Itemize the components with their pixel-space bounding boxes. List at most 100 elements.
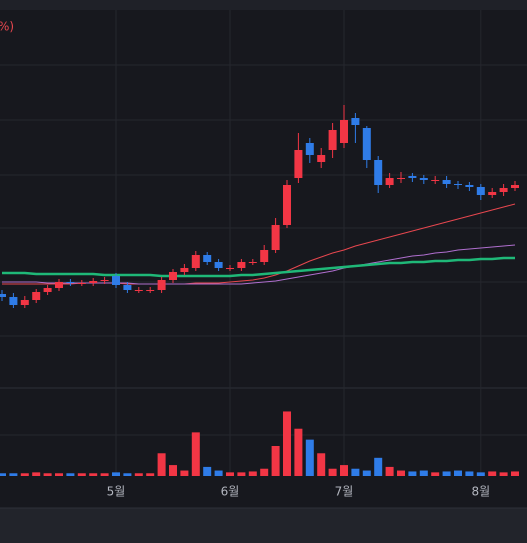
top-bar [0, 0, 527, 10]
volume-bar [9, 473, 18, 476]
volume-bar [488, 471, 497, 476]
candle-body [340, 120, 348, 143]
bottom-bar [0, 508, 527, 543]
candle-body [260, 250, 269, 262]
candle-body [294, 150, 303, 178]
candle-body [385, 178, 394, 185]
candle-body [203, 255, 212, 262]
volume-bar [465, 471, 474, 476]
candle-body [283, 185, 291, 225]
candle-body [442, 180, 451, 184]
candle-body [55, 282, 63, 288]
candle-body [146, 290, 155, 291]
candle-body [66, 282, 75, 283]
volume-bar [134, 473, 143, 476]
candle-body [499, 188, 508, 192]
volume-bar [180, 470, 189, 476]
candle-body [271, 225, 280, 250]
volume-bar [454, 470, 462, 476]
candle-body [362, 128, 371, 160]
candle-body [397, 178, 405, 179]
volume-bar [511, 471, 519, 476]
x-axis: 5월 6월 7월 8월 [107, 485, 490, 499]
candle-body [511, 185, 519, 188]
volume-bar [408, 471, 417, 476]
candle-body [157, 280, 166, 290]
vgrid [115, 10, 482, 476]
volume-bar [499, 472, 508, 476]
volume-pane [0, 411, 519, 476]
volume-bar [226, 472, 234, 476]
volume-bar [0, 473, 6, 476]
volume-bar [66, 473, 75, 476]
volume-bar [55, 473, 63, 476]
candle-body [214, 262, 223, 268]
candle-body [89, 281, 98, 283]
candle-body [134, 290, 143, 291]
candle-body [454, 184, 462, 185]
candle-body [169, 272, 177, 280]
candle-body [476, 187, 485, 195]
volume-bar [43, 473, 52, 476]
candle-body [431, 180, 440, 181]
volume-bar [385, 466, 394, 476]
candles [0, 105, 519, 308]
volume-bar [32, 472, 41, 476]
candle-body [408, 176, 417, 178]
volume-bar [146, 473, 155, 476]
volume-bar [112, 472, 120, 476]
volume-bar [294, 428, 303, 476]
volume-bar [260, 468, 269, 476]
candle-body [351, 118, 360, 125]
candle-body [488, 192, 497, 195]
volume-bar [317, 453, 326, 476]
volume-bar [191, 432, 200, 476]
x-tick-label: 8월 [471, 485, 490, 499]
candle-body [248, 262, 257, 263]
candle-body [0, 294, 6, 297]
x-tick-label: 7월 [335, 485, 354, 499]
candle-body [20, 300, 29, 305]
candle-body [100, 280, 109, 281]
moving-averages [2, 203, 516, 285]
volume-bar [476, 472, 485, 476]
candle-body [305, 143, 314, 155]
candle-body [77, 283, 86, 284]
volume-bar [123, 473, 132, 476]
volume-bar [157, 453, 166, 476]
volume-bar [283, 411, 291, 476]
volume-bar [203, 466, 212, 476]
volume-bar [77, 473, 86, 476]
volume-bar [20, 473, 29, 476]
candle-body [374, 160, 383, 185]
candle-body [123, 285, 132, 290]
candle-body [180, 268, 189, 272]
volume-bar [397, 470, 405, 476]
legend-text: %) [0, 20, 14, 34]
candle-body [237, 262, 246, 268]
volume-bar [100, 473, 109, 476]
x-tick-label: 6월 [221, 485, 240, 499]
volume-bar [328, 468, 337, 476]
candle-body [112, 276, 120, 285]
candle-body [43, 288, 52, 292]
x-tick-label: 5월 [107, 485, 126, 499]
volume-bar [271, 446, 280, 476]
moving-average [2, 244, 516, 285]
volume-bar [374, 457, 383, 476]
candle-body [226, 268, 234, 269]
candle-body [32, 292, 41, 300]
volume-bar [419, 470, 428, 476]
candle-body [328, 130, 337, 150]
volume-bar [340, 465, 348, 476]
volume-bar [431, 472, 440, 476]
candle-body [465, 185, 474, 187]
candle-body [317, 155, 326, 162]
volume-bar [89, 473, 98, 476]
volume-bar [237, 472, 246, 476]
candle-body [419, 178, 428, 180]
volume-bar [362, 470, 371, 476]
volume-bar [351, 468, 360, 476]
